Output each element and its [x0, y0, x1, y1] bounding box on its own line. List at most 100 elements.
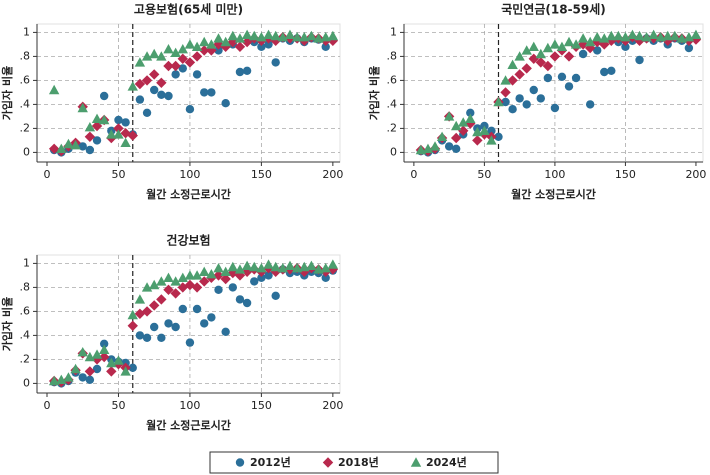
point [142, 333, 152, 342]
x-tick-label: 50 [111, 168, 125, 181]
point [250, 277, 259, 286]
point [592, 32, 603, 42]
x-tick-label: 150 [615, 168, 636, 181]
point [70, 140, 81, 150]
point [214, 285, 223, 294]
point [192, 70, 202, 79]
point [148, 300, 160, 311]
point [241, 36, 253, 48]
point [436, 131, 448, 141]
point [599, 33, 610, 43]
x-tick-label: 0 [44, 399, 51, 412]
point [500, 75, 511, 85]
point [163, 284, 174, 295]
point [77, 347, 88, 357]
point [184, 57, 196, 68]
point [521, 45, 532, 55]
x-tick-label: 0 [410, 168, 417, 181]
point [149, 322, 159, 332]
point [549, 51, 561, 62]
point [171, 70, 180, 79]
point [163, 44, 174, 54]
point [171, 322, 180, 332]
point [85, 145, 95, 155]
point [585, 100, 595, 109]
point [177, 44, 188, 54]
point [621, 42, 630, 51]
x-tick-label: 150 [251, 168, 272, 181]
point [177, 272, 188, 282]
point [99, 91, 109, 101]
point [508, 105, 517, 114]
point [306, 260, 317, 270]
legend-label: 2018년 [338, 455, 379, 469]
point [200, 319, 209, 328]
y-tick-label: 0 [23, 376, 30, 389]
point [514, 51, 525, 61]
point [206, 39, 217, 49]
point [185, 105, 195, 114]
point [550, 103, 560, 113]
point [613, 30, 624, 41]
point [235, 295, 245, 304]
point [578, 49, 588, 59]
point [507, 59, 518, 69]
point [577, 33, 589, 43]
point [227, 261, 239, 272]
point [148, 69, 160, 80]
point [528, 41, 539, 51]
point [234, 33, 246, 43]
point [142, 108, 152, 118]
point [320, 263, 331, 273]
point [114, 115, 123, 125]
point [543, 73, 553, 83]
y-tick-label: .8 [387, 49, 398, 62]
point [156, 294, 167, 305]
y-axis-label: 가입자 비율 [0, 297, 14, 351]
point [213, 33, 224, 43]
point [284, 29, 296, 39]
point [63, 138, 74, 149]
point [48, 84, 60, 95]
point [70, 363, 81, 374]
legend-label: 2024년 [426, 455, 467, 469]
point [178, 304, 187, 314]
point [593, 46, 602, 55]
point [56, 143, 67, 153]
point [684, 43, 694, 53]
point [177, 53, 188, 64]
point [458, 117, 469, 127]
point [99, 339, 109, 348]
point [521, 63, 532, 74]
point [56, 374, 67, 384]
point [564, 82, 574, 91]
point [214, 46, 223, 55]
point [135, 95, 145, 104]
point [606, 35, 617, 46]
point [141, 306, 153, 317]
point [156, 51, 167, 61]
x-tick-label: 50 [477, 168, 491, 181]
point [185, 338, 195, 347]
y-tick-label: .6 [20, 304, 31, 317]
point [690, 29, 702, 39]
point [63, 372, 74, 382]
point [264, 271, 273, 280]
point [242, 298, 252, 308]
point [191, 51, 203, 62]
y-tick-label: .4 [387, 97, 398, 110]
point [542, 60, 554, 72]
point [78, 373, 87, 382]
point [284, 260, 296, 270]
point [535, 48, 547, 59]
point [156, 77, 167, 88]
point [128, 363, 137, 372]
point [149, 85, 159, 95]
point [584, 36, 596, 47]
point [291, 32, 303, 42]
point [507, 75, 518, 86]
point [451, 144, 461, 153]
point [191, 282, 203, 293]
point [170, 60, 181, 72]
point [570, 39, 582, 49]
